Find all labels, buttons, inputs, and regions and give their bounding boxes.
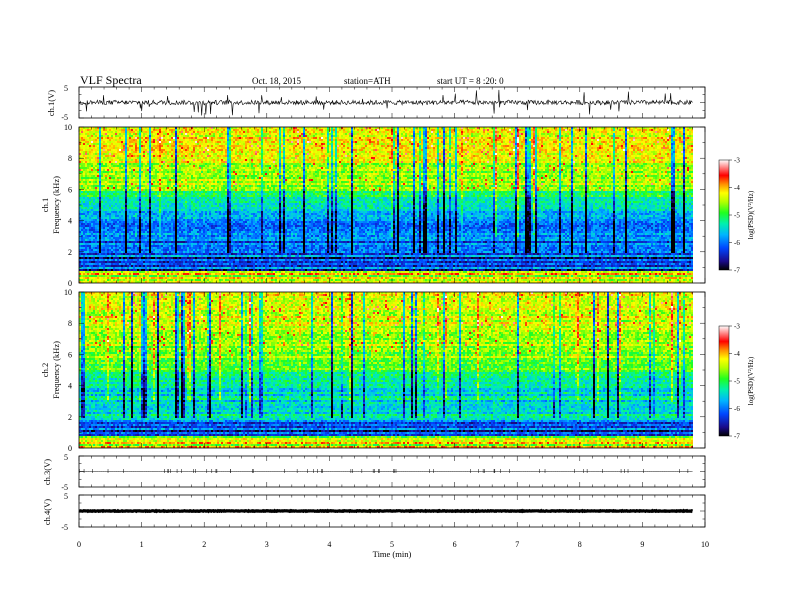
spectrogram-ytick-label: 6 bbox=[68, 185, 72, 194]
header-station: station=ATH bbox=[344, 76, 391, 86]
header-date: Oct. 18, 2015 bbox=[252, 76, 301, 86]
colorbar-tick-label: -5 bbox=[734, 378, 740, 386]
ch1-spectrogram-ticks bbox=[78, 126, 706, 284]
colorbar-tick-label: -5 bbox=[734, 212, 740, 220]
panel-ch3-waveform: 5 -5 ch.3(V) bbox=[42, 453, 706, 492]
ch1-ytick-bottom: -5 bbox=[61, 113, 68, 122]
header-start-time: start UT = 8 :20: 0 bbox=[437, 76, 504, 86]
colorbar-tick-label: -4 bbox=[734, 184, 740, 192]
ch2-colorbar-scale bbox=[718, 325, 730, 437]
x-tick-label: 5 bbox=[390, 540, 394, 549]
x-tick-label: 0 bbox=[77, 540, 81, 549]
ch3-waveform-ylabel: ch.3(V) bbox=[42, 459, 52, 485]
spectrogram-ytick-label: 8 bbox=[68, 319, 72, 328]
spectrogram-ytick-label: 6 bbox=[68, 350, 72, 359]
spectrogram-ytick-label: 8 bbox=[68, 154, 72, 163]
colorbar-tick-label: -7 bbox=[734, 267, 740, 275]
ch4-ytick-bottom: -5 bbox=[61, 523, 68, 532]
x-tick-label: 1 bbox=[140, 540, 144, 549]
spectrogram-ytick-label: 10 bbox=[64, 288, 72, 297]
ch1-waveform-plot bbox=[78, 89, 693, 116]
ch1-colorbar-scale bbox=[718, 159, 730, 271]
panel-ch2-spectrogram: 0 2 4 6 8 10 ch.2Frequency (kHz) -3 -4 -5 -6 -7 l… bbox=[40, 288, 755, 453]
ch1-colorbar: -3 -4 -5 -6 -7 log(PSD)(V²/Hz) bbox=[718, 157, 755, 275]
spectrogram-ytick-label: 2 bbox=[68, 413, 72, 422]
ch2-colorbar-label: log(PSD)(V²/Hz) bbox=[747, 356, 755, 405]
ch1-ytick-top: 5 bbox=[64, 84, 68, 93]
spectrogram-ytick-label: 10 bbox=[64, 123, 72, 132]
ch2-spectrogram-ticks bbox=[78, 291, 706, 449]
colorbar-tick-label: -3 bbox=[734, 157, 740, 165]
ch2-spectrogram-channel: ch.2Frequency (kHz) bbox=[40, 341, 61, 399]
ch1-spectrogram-yticklabels: 0 2 4 6 8 10 bbox=[64, 123, 72, 288]
colorbar-tick-label: -6 bbox=[734, 405, 740, 413]
colorbar-tick-label: -6 bbox=[734, 239, 740, 247]
spectrogram-ytick-label: 0 bbox=[68, 444, 72, 453]
panel-ch1-waveform: 5 -5 ch.1(V) bbox=[46, 84, 706, 122]
ch1-waveform-ylabel: ch.1(V) bbox=[46, 90, 56, 116]
x-tick-label: 4 bbox=[327, 540, 331, 549]
x-tick-label: 2 bbox=[202, 540, 206, 549]
ch4-ytick-top: 5 bbox=[64, 492, 68, 501]
x-tick-label: 3 bbox=[265, 540, 269, 549]
ch2-colorbar-ticks: -3 -4 -5 -6 -7 bbox=[729, 323, 740, 441]
spectrogram-ytick-label: 4 bbox=[68, 382, 72, 391]
figure-title: VLF Spectra bbox=[80, 73, 142, 87]
ch3-ytick-top: 5 bbox=[64, 453, 68, 462]
ch1-colorbar-ticks: -3 -4 -5 -6 -7 bbox=[729, 157, 740, 275]
ch4-waveform-ticks bbox=[78, 494, 706, 528]
ch1-spectrogram-image bbox=[79, 127, 705, 283]
colorbar-tick-label: -4 bbox=[734, 350, 740, 358]
panel-ch4-waveform: 5 -5 ch.4(V) bbox=[42, 492, 706, 532]
x-tick-label: 9 bbox=[640, 540, 644, 549]
spectrogram-raster bbox=[79, 127, 705, 283]
ch1-colorbar-label: log(PSD)(V²/Hz) bbox=[747, 190, 755, 239]
x-tick-label: 6 bbox=[453, 540, 457, 549]
x-axis-tick-labels: 0 1 2 3 4 5 6 7 8 9 10 bbox=[77, 540, 709, 549]
x-tick-label: 10 bbox=[701, 540, 709, 549]
panel-ch1-spectrogram: 0 2 4 6 8 10 ch.1Frequency (kHz) -3 -4 -5 -6 -7 l… bbox=[40, 123, 755, 288]
x-axis-label: Time (min) bbox=[373, 549, 412, 559]
waveform-trace bbox=[78, 89, 693, 116]
colorbar-tick-label: -7 bbox=[734, 433, 740, 441]
spectrogram-ytick-label: 4 bbox=[68, 217, 72, 226]
ch2-spectrogram-image bbox=[79, 292, 705, 448]
ch1-waveform-ticks bbox=[78, 86, 706, 119]
colorbar-tick-label: -3 bbox=[734, 323, 740, 331]
spectrogram-raster bbox=[79, 292, 705, 448]
spectrogram-ytick-label: 0 bbox=[68, 279, 72, 288]
waveform-trace bbox=[78, 508, 694, 514]
x-tick-label: 7 bbox=[515, 540, 519, 549]
ch1-spectrogram-channel: ch.1Frequency (kHz) bbox=[40, 176, 61, 234]
ch3-ytick-bottom: -5 bbox=[61, 483, 68, 492]
x-tick-label: 8 bbox=[578, 540, 582, 549]
ch2-spectrogram-yticklabels: 0 2 4 6 8 10 bbox=[64, 288, 72, 453]
ch3-waveform-ticks bbox=[78, 455, 706, 488]
ch4-waveform-ylabel: ch.4(V) bbox=[42, 499, 52, 525]
ch4-waveform-plot bbox=[78, 508, 694, 514]
ch2-colorbar: -3 -4 -5 -6 -7 log(PSD)(V²/Hz) bbox=[718, 323, 755, 441]
spectrogram-ytick-label: 2 bbox=[68, 248, 72, 257]
ch3-waveform-plot bbox=[78, 469, 693, 473]
